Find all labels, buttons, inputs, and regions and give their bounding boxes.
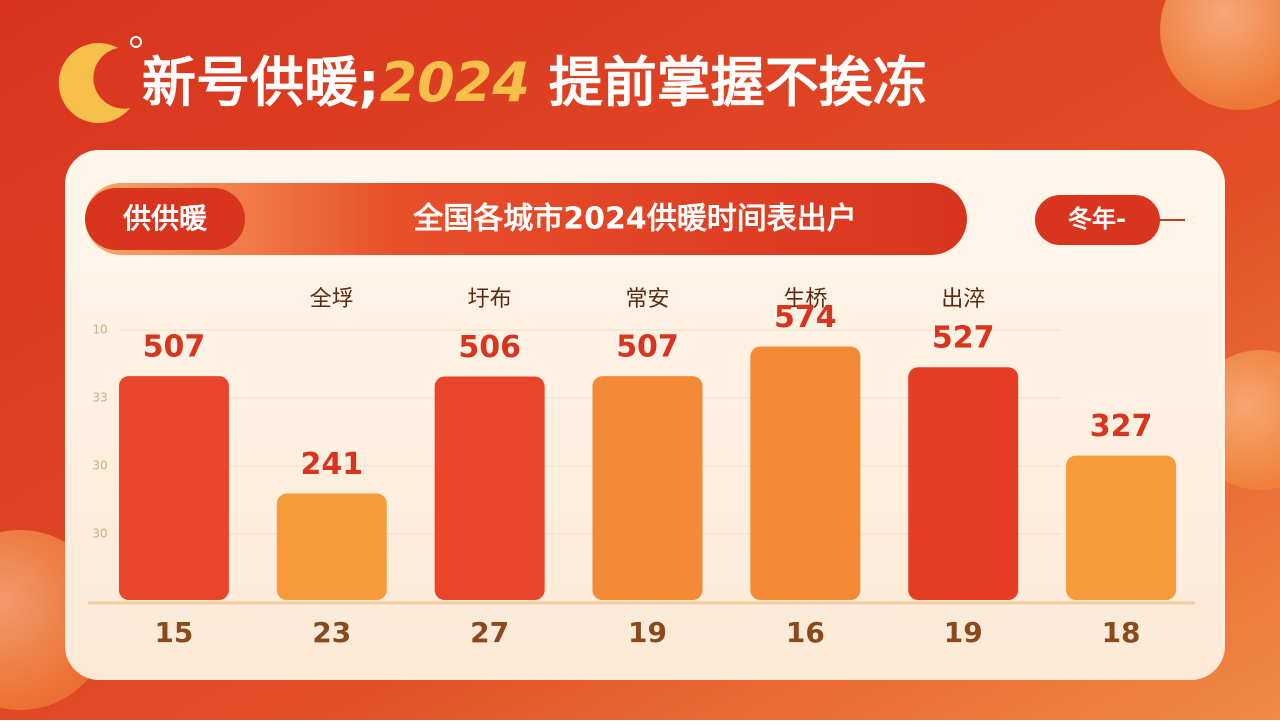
- value-label: 574: [774, 300, 837, 335]
- category-label: 生桥: [783, 287, 827, 312]
- bottom-label: 18: [1102, 616, 1141, 649]
- value-label: 241: [300, 447, 363, 482]
- decor-orb: [1160, 0, 1280, 110]
- value-label: 506: [458, 330, 521, 365]
- tag-text: 冬年-: [1068, 205, 1126, 233]
- bottom-label: 19: [628, 616, 667, 649]
- bottom-label: 23: [312, 616, 351, 649]
- moon-dot: [130, 36, 142, 48]
- title-part: 提前掌握不挨冻: [530, 51, 927, 114]
- moon-icon: [58, 43, 130, 124]
- y-axis-label: 30: [92, 527, 107, 541]
- bottom-label: 15: [154, 616, 193, 649]
- bar: [592, 376, 703, 600]
- value-label: 527: [932, 321, 995, 356]
- bar: [1066, 455, 1177, 600]
- bottom-label: 16: [786, 616, 825, 649]
- bottom-label: 27: [470, 616, 509, 649]
- y-axis-label: 30: [92, 459, 107, 473]
- bar: [908, 367, 1019, 600]
- bar: [434, 376, 545, 600]
- title-year: 2024: [380, 51, 530, 114]
- bar: [750, 346, 861, 600]
- bottom-label: 19: [944, 616, 983, 649]
- y-axis-label: 33: [92, 391, 107, 405]
- plot: 10 33 30 30 15 507 全垺 23 241 圩布 27 506 常安 19 507 生桥 16 57…: [92, 287, 1177, 649]
- category-label: 全垺: [310, 287, 354, 312]
- badge: [85, 188, 245, 250]
- bar: [118, 376, 229, 600]
- value-label: 507: [616, 330, 679, 365]
- category-label: 常安: [625, 287, 669, 312]
- bar: [276, 493, 387, 600]
- badge-text: 供供暖: [122, 202, 208, 235]
- category-label: 圩布: [468, 287, 512, 312]
- chart-title: 新号供暖;2024 提前掌握不挨冻: [142, 51, 927, 114]
- value-label: 507: [143, 330, 206, 365]
- category-label: 出淬: [941, 287, 985, 312]
- title-part: 新号供暖;: [142, 51, 380, 114]
- header-pill: [85, 183, 967, 255]
- subtitle: 全国各城市2024供暖时间表出户: [412, 202, 857, 237]
- y-axis-label: 10: [92, 323, 107, 337]
- value-label: 327: [1090, 409, 1153, 444]
- tag-pill: [1035, 195, 1160, 245]
